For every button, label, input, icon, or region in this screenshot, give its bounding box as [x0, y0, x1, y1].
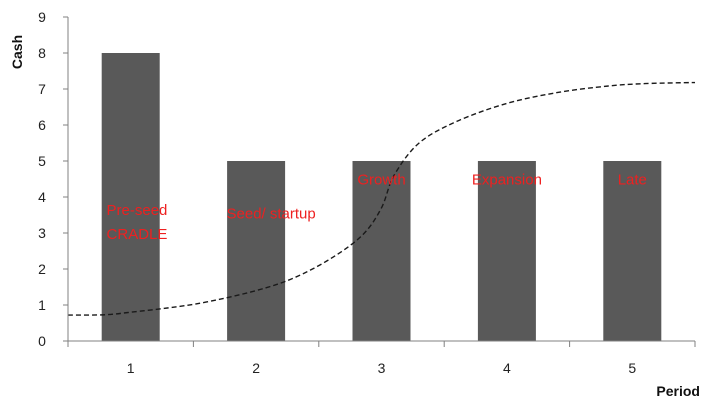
stage-labels-group: Pre-seed CRADLE Seed/ startup Growth Expansi… — [107, 171, 647, 243]
dashed-curve — [67, 81, 696, 316]
bars-group — [101, 53, 662, 341]
y-tick-label-4: 4 — [38, 189, 46, 205]
x-tick-label-1: 1 — [127, 360, 135, 376]
y-tick-label-6: 6 — [38, 117, 46, 133]
x-axis-title: Period — [656, 383, 700, 399]
curve-group — [67, 81, 696, 316]
bar-2 — [227, 161, 286, 341]
y-tick-label-0: 0 — [38, 333, 46, 349]
stage-label-1: Pre-seed CRADLE — [107, 202, 168, 243]
x-tick-label-4: 4 — [503, 360, 511, 376]
stage-label-3: Growth — [357, 171, 405, 188]
stage-label-5: Late — [618, 171, 647, 188]
y-tick-label-3: 3 — [38, 225, 46, 241]
y-tick-label-5: 5 — [38, 153, 46, 169]
x-tick-label-2: 2 — [252, 360, 260, 376]
x-tick-label-3: 3 — [378, 360, 386, 376]
bar-1 — [101, 53, 160, 341]
stage-label-4: Expansion — [472, 171, 542, 188]
y-tick-label-1: 1 — [38, 297, 46, 313]
y-tick-label-8: 8 — [38, 45, 46, 61]
y-tick-label-9: 9 — [38, 9, 46, 25]
stage-label-2: Seed/ startup — [227, 206, 316, 223]
bar-4 — [477, 161, 536, 341]
y-tick-label-2: 2 — [38, 261, 46, 277]
y-tick-label-7: 7 — [38, 81, 46, 97]
bar-3 — [352, 161, 411, 341]
bar-5 — [603, 161, 662, 341]
y-axis-title: Cash — [9, 35, 25, 69]
axes-group: 0 1 2 3 4 5 6 7 8 9 1 2 3 4 5 — [38, 9, 696, 376]
x-tick-label-5: 5 — [628, 360, 636, 376]
